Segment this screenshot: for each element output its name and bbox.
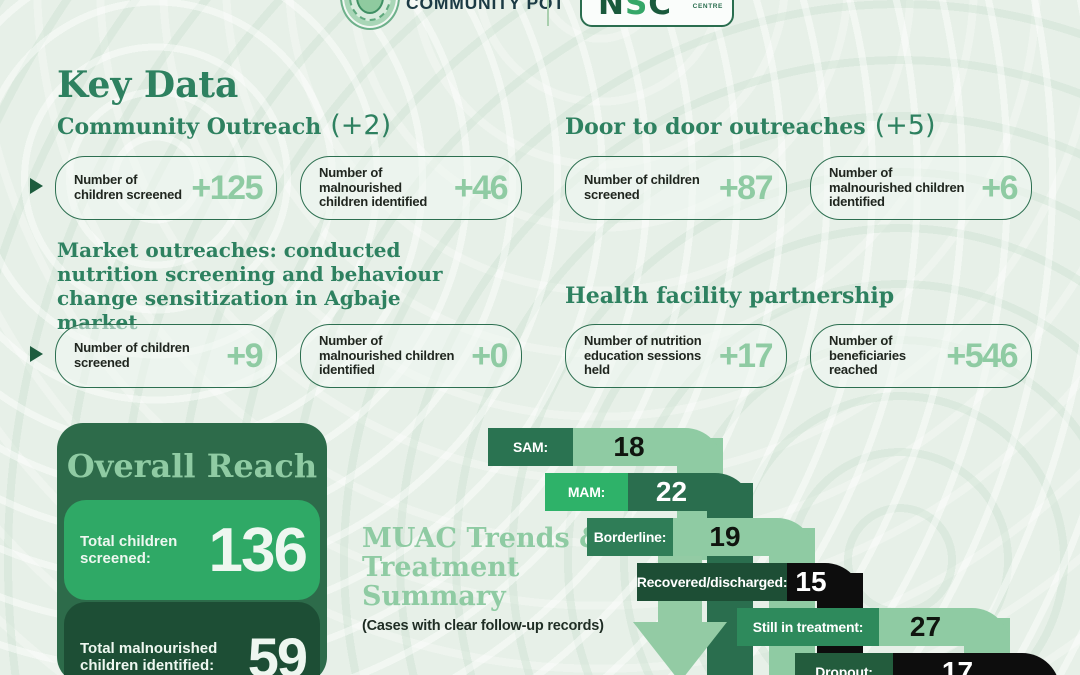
section-delta: (+5) — [874, 110, 936, 141]
cascade-value: 19 — [673, 518, 815, 556]
stat-card-beneficiaries-reached: Number of beneficiaries reached +546 — [810, 324, 1032, 388]
muac-subtitle: (Cases with clear follow-up records) — [362, 618, 604, 635]
section-heading-door-to-door: Door to door outreaches (+5) — [565, 110, 936, 141]
header-divider — [547, 0, 549, 26]
overall-reach-title: Overall Reach — [66, 447, 318, 485]
section-heading-market-outreaches: Market outreaches: conducted nutrition s… — [57, 238, 443, 334]
community-pot-badge-icon — [342, 0, 398, 28]
cascade-label: MAM: — [545, 473, 628, 511]
stat-card-education-sessions: Number of nutrition education sessions h… — [565, 324, 787, 388]
stat-card-children-screened-door: Number of children screened +87 — [565, 156, 787, 220]
stat-card-malnourished-door: Number of malnourished children identifi… — [810, 156, 1032, 220]
flow-down-arrow-head-icon — [633, 622, 727, 675]
overall-reach-panel: Overall Reach Total children screened: 1… — [57, 423, 327, 675]
cascade-label: Recovered/discharged: — [637, 563, 788, 601]
nsc-logo: NSC CENTRE — [580, 0, 734, 27]
stat-card-malnourished-community: Number of malnourished children identifi… — [300, 156, 522, 220]
nsc-wordmark: NSC — [598, 0, 673, 22]
community-pot-wordmark: COMMUNITY POT — [406, 0, 565, 13]
cascade-label: Borderline: — [587, 518, 673, 556]
cascade-value: 27 — [879, 608, 1010, 646]
section-marker-icon — [30, 346, 43, 362]
overall-stat-children-screened: Total children screened: 136 — [64, 500, 320, 600]
page-title: Key Data — [57, 64, 239, 106]
section-marker-icon — [30, 178, 43, 194]
section-delta: (+2) — [330, 110, 392, 141]
cascade-value: 17 — [893, 653, 1060, 675]
overall-stat-malnourished: Total malnourished children identified: … — [64, 602, 320, 675]
section-heading-health-facility: Health facility partnership — [565, 283, 895, 309]
cascade-value: 18 — [573, 428, 723, 466]
cascade-label: SAM: — [488, 428, 573, 466]
stat-card-children-screened-community: Number of children screened +125 — [55, 156, 277, 220]
cascade-label: Still in treatment: — [737, 608, 879, 646]
cascade-value: 15 — [787, 563, 863, 601]
muac-title: MUAC Trends & Treatment Summary — [362, 523, 604, 613]
muac-title-block: MUAC Trends & Treatment Summary (Cases w… — [362, 523, 614, 635]
cascade-value: 22 — [628, 473, 753, 511]
stat-card-children-screened-market: Number of children screened +9 — [55, 324, 277, 388]
stat-card-malnourished-market: Number of malnourished children identifi… — [300, 324, 522, 388]
cascade-label: Dropout: — [795, 653, 893, 675]
nsc-centre-label: CENTRE — [692, 3, 723, 10]
section-heading-community-outreach: Community Outreach (+2) — [57, 110, 392, 141]
